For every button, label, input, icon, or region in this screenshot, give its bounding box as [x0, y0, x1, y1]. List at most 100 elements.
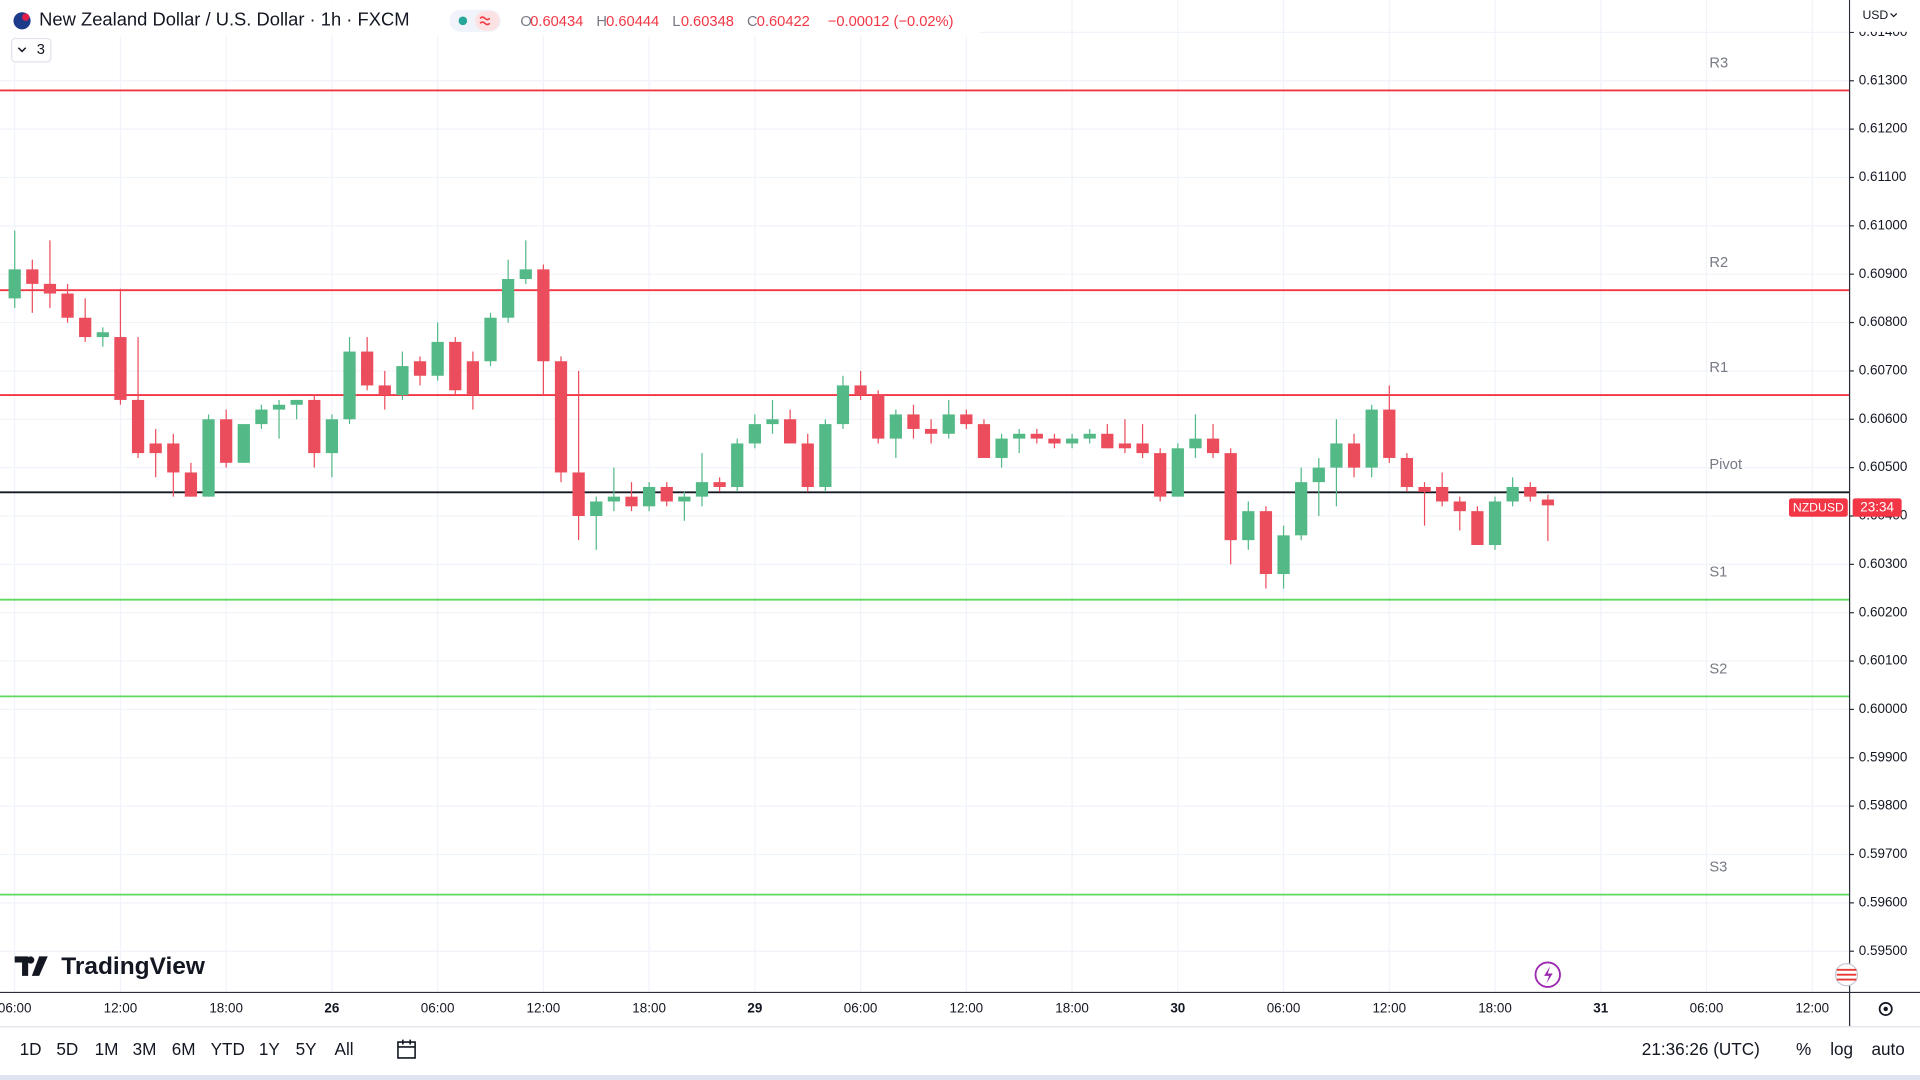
candle-body	[1488, 501, 1502, 546]
levels: R3 R2 R1 Pivot S1 S2 S3	[0, 55, 1849, 896]
candle-body	[43, 283, 57, 294]
candle-body	[449, 341, 462, 391]
candle-body	[202, 419, 215, 497]
x-tick-label: 12:00	[1795, 1001, 1829, 1016]
x-tick-label: 12:00	[950, 1001, 984, 1016]
candle-body	[1347, 443, 1361, 468]
range-button[interactable]: 5D	[56, 1039, 78, 1059]
candle-body	[1436, 486, 1449, 502]
logo-mark	[14, 956, 48, 976]
candle-body	[748, 424, 761, 444]
range-button[interactable]: 3M	[133, 1039, 157, 1059]
x-tick-label: 06:00	[421, 1001, 455, 1016]
status-delay	[475, 11, 500, 31]
currency[interactable]: USD	[1862, 8, 1888, 22]
ohlc-value: 0.60348	[681, 14, 734, 30]
candle-body	[977, 424, 991, 458]
pivot-label: S3	[1709, 860, 1727, 876]
candle-body	[1224, 453, 1237, 541]
x-tick-label: 06:00	[1267, 1001, 1301, 1016]
settings-button[interactable]	[1878, 1002, 1893, 1016]
candle-body	[396, 366, 409, 396]
date-range-button[interactable]	[397, 1039, 416, 1059]
candle-body	[1136, 443, 1149, 454]
candle-body	[378, 385, 391, 396]
candle-body	[590, 501, 603, 516]
candles	[8, 230, 1555, 589]
candle-body	[343, 351, 356, 420]
candle-body	[695, 482, 709, 497]
x-tick-label: 29	[747, 1001, 762, 1016]
y-tick-label: 0.60300	[1859, 556, 1908, 571]
candle-body	[1400, 457, 1414, 487]
y-tick-label: 0.59900	[1859, 749, 1908, 764]
log-toggle[interactable]: log	[1830, 1039, 1853, 1059]
clock[interactable]: 21:36:26 (UTC)	[1642, 1039, 1760, 1059]
bottom-strip	[0, 1075, 1920, 1080]
range-button[interactable]: 5Y	[296, 1039, 318, 1059]
candle-body	[255, 409, 268, 425]
range-button[interactable]: 6M	[172, 1039, 196, 1059]
symbol-badge	[1788, 498, 1848, 517]
candle-body	[1524, 486, 1537, 497]
candle-body	[184, 472, 198, 497]
candle-body	[167, 443, 180, 473]
candle-body	[1101, 433, 1114, 449]
currency-chevron	[1890, 13, 1898, 18]
ohlc-change: −0.00012 (−0.02%)	[828, 14, 954, 30]
logo-text[interactable]: TradingView	[61, 953, 206, 980]
candle-body	[1206, 438, 1220, 454]
percent-toggle[interactable]: %	[1796, 1039, 1811, 1059]
lightning-button[interactable]	[1534, 961, 1561, 988]
pivot-label: R3	[1709, 55, 1728, 71]
candle-body	[237, 424, 250, 463]
y-tick-label: 0.61200	[1859, 121, 1908, 136]
candle-body	[308, 399, 321, 454]
pivot-label: R2	[1709, 255, 1728, 271]
range-button[interactable]: All	[335, 1039, 354, 1059]
x-tick-label: 26	[324, 1001, 339, 1016]
y-tick-label: 0.61300	[1859, 72, 1908, 87]
candle-body	[131, 399, 145, 454]
range-button[interactable]: 1M	[95, 1039, 119, 1059]
candle-body	[484, 317, 497, 362]
x-tick-label: 06:00	[0, 1001, 32, 1016]
candle-body	[924, 428, 938, 434]
auto-toggle[interactable]: auto	[1871, 1039, 1904, 1059]
candle-body	[220, 419, 233, 463]
status-dot	[458, 16, 468, 26]
candle-body	[519, 269, 532, 280]
indicator-toggle[interactable]	[11, 37, 52, 63]
indicator-chevron	[17, 47, 27, 53]
range-button[interactable]: 1Y	[259, 1039, 281, 1059]
candle-body	[61, 293, 74, 318]
candle-body	[1312, 467, 1325, 483]
candle-body	[872, 395, 885, 439]
x-tick-label: 18:00	[209, 1001, 243, 1016]
candle-body	[554, 361, 568, 473]
candle-body	[272, 404, 286, 410]
lightning-icon	[1544, 966, 1553, 984]
candle-body	[1259, 511, 1273, 575]
y-tick-label: 0.61100	[1859, 169, 1907, 184]
x-tick-label: 12:00	[527, 1001, 561, 1016]
candle-body	[836, 385, 850, 425]
y-tick-label: 0.60900	[1859, 266, 1908, 281]
time-axis: 06:00 12:00 18:00 26 06:00 12:00 18:00 29 06:00 1…	[0, 1001, 1829, 1016]
pivot-label: S1	[1709, 565, 1727, 581]
y-tick-label: 0.59500	[1859, 943, 1908, 958]
candle-body	[1453, 501, 1466, 512]
candle-body	[960, 414, 973, 425]
candle-body	[731, 443, 744, 487]
candle-body	[502, 279, 515, 318]
candle-body	[1118, 443, 1132, 449]
symbol-title[interactable]: New Zealand Dollar / U.S. Dollar · 1h · …	[39, 9, 409, 30]
candle-body	[713, 482, 726, 487]
candle-body	[1383, 409, 1396, 458]
candle-body	[1189, 438, 1202, 449]
range-button[interactable]: YTD	[211, 1039, 245, 1059]
range-button[interactable]: 1D	[20, 1039, 42, 1059]
candle-body	[783, 419, 797, 444]
symbol-flag-dot	[22, 13, 30, 21]
